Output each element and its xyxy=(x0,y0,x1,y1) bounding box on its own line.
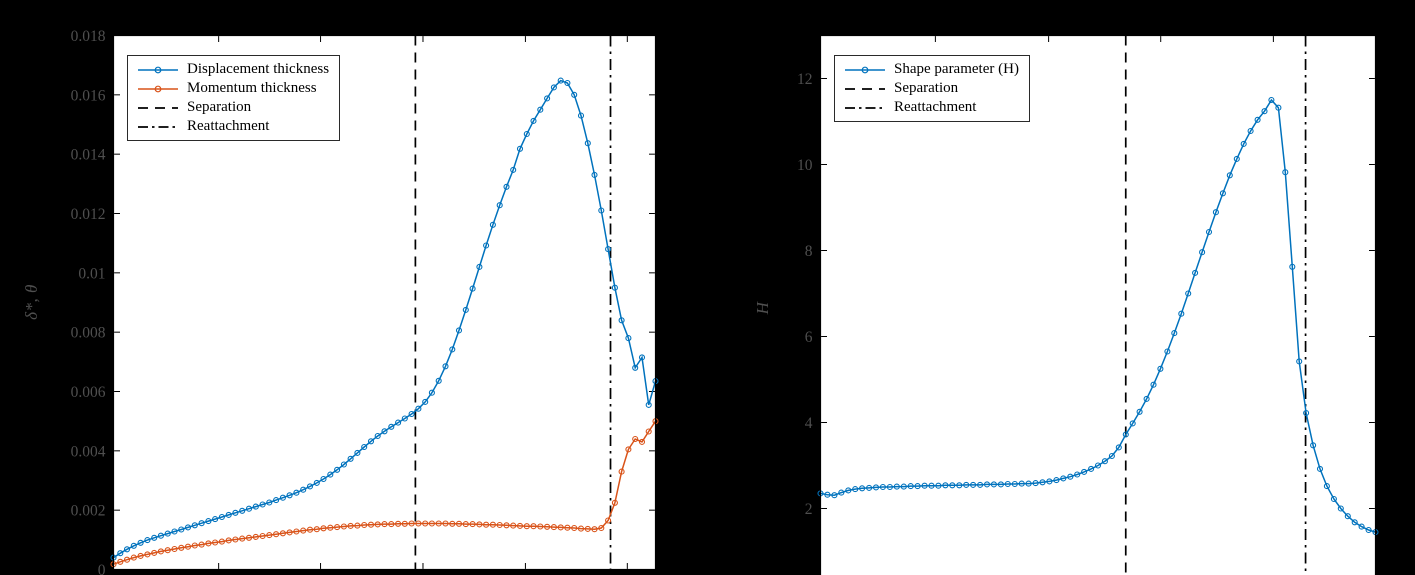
legend-entry-separation: Separation xyxy=(843,79,1019,98)
swatch-circle-marker xyxy=(154,85,162,92)
right-y-axis-label: H xyxy=(753,301,772,315)
axis-ticks xyxy=(821,36,1375,509)
legend-entry-reattachment: Reattachment xyxy=(843,98,1019,117)
y-tick-label: 0.018 xyxy=(71,28,106,45)
legend-label: Shape parameter (H) xyxy=(894,61,1019,77)
legend-entry-momentum-thickness: Momentum thickness xyxy=(136,79,329,98)
legend-label: Reattachment xyxy=(894,99,977,115)
y-tick-label: 10 xyxy=(797,157,813,174)
series-markers-0 xyxy=(817,96,1379,536)
left-legend: Displacement thickness Momentum thicknes… xyxy=(127,55,341,141)
dashdot-line-swatch xyxy=(138,125,178,128)
y-tick-label: 0.012 xyxy=(71,206,106,223)
dashed-line-swatch xyxy=(845,87,885,90)
y-tick-label: 12 xyxy=(797,71,813,88)
y-tick-label: 4 xyxy=(805,415,813,432)
dashed-line-swatch xyxy=(138,106,178,109)
legend-entry-separation: Separation xyxy=(136,98,329,117)
swatch-circle-marker xyxy=(861,66,869,73)
axes-box xyxy=(112,34,657,571)
legend-entry-displacement-thickness: Displacement thickness xyxy=(136,60,329,79)
legend-label: Separation xyxy=(187,99,252,115)
right-chart-svg: 2 4 6 8 10 12 xyxy=(797,34,1379,575)
y-tick-label: 0.006 xyxy=(71,384,106,401)
y-tick-label: 0.004 xyxy=(71,443,106,460)
right-legend: Shape parameter (H) Separation Reattachm… xyxy=(834,55,1030,122)
legend-entry-shape-parameter: Shape parameter (H) xyxy=(843,60,1019,79)
dashdot-line-swatch xyxy=(845,106,885,109)
axes-box xyxy=(819,34,1377,575)
line-marker-swatch xyxy=(138,85,178,92)
y-tick-label: 8 xyxy=(805,243,813,260)
line-marker-swatch xyxy=(845,66,885,73)
left-y-axis-label: δ*, θ xyxy=(22,284,41,320)
left-chart-svg: 0 0.002 0.004 0.006 0.008 0.01 0.012 0.014 0.016… xyxy=(71,28,659,575)
y-tick-label: 0 xyxy=(98,562,106,575)
y-tick-label: 0.016 xyxy=(71,87,106,104)
series-markers-1 xyxy=(110,418,659,568)
legend-label: Momentum thickness xyxy=(187,80,317,96)
y-tick-label: 2 xyxy=(805,501,813,518)
legend-label: Displacement thickness xyxy=(187,61,330,77)
y-tick-label: 0.002 xyxy=(71,503,106,520)
series-markers-0 xyxy=(110,77,659,561)
legend-entry-reattachment: Reattachment xyxy=(136,117,329,136)
y-tick-label: 0.008 xyxy=(71,325,106,342)
legend-label: Separation xyxy=(894,80,959,96)
legend-label: Reattachment xyxy=(187,118,270,134)
line-marker-swatch xyxy=(138,66,178,73)
swatch-circle-marker xyxy=(154,66,162,73)
y-tick-label: 0.014 xyxy=(71,147,106,164)
y-tick-label: 6 xyxy=(805,329,813,346)
y-tick-label: 0.01 xyxy=(78,265,105,282)
